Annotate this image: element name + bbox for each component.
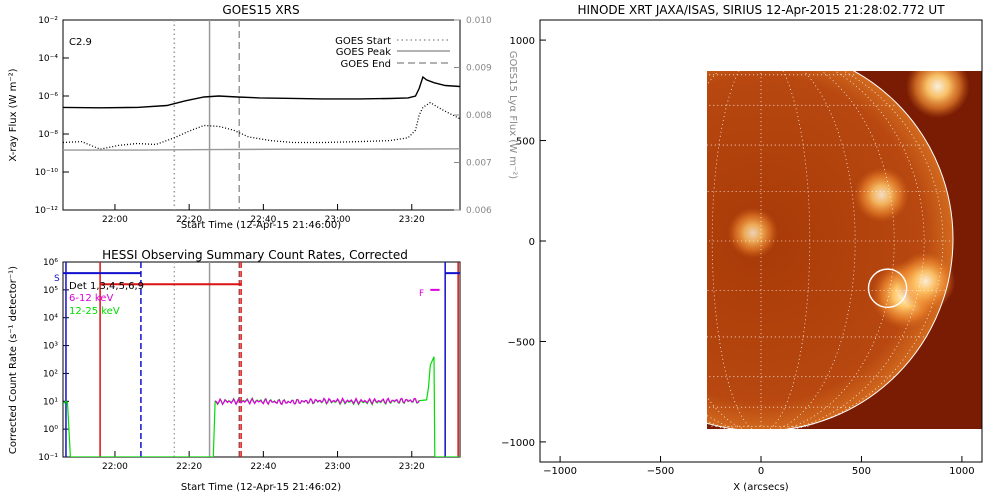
hessi-y-axis: 10⁶ 10⁵ 10⁴ 10³ 10² 10¹ 10⁰ 10⁻¹ (38, 258, 69, 463)
goes-panel: GOES15 XRS 10⁻² 10⁻⁴ 10⁻⁶ 10⁻⁸ 10⁻¹⁰ 10⁻¹² 0.… (8, 3, 518, 231)
goes-y-tick-label: 10⁻¹² (35, 206, 59, 216)
goes-series (63, 75, 460, 151)
goes-legend: GOES Start GOES Peak GOES End (335, 36, 450, 70)
xrt-y-tick-label: 0 (529, 237, 535, 248)
xrt-x-tick-label: 1000 (949, 466, 974, 477)
goes-x-axis: 22:00 22:20 22:40 23:00 23:20 (102, 204, 425, 225)
hessi-y-tick-label: 10⁴ (43, 314, 58, 324)
goes-x-tick-label: 22:20 (176, 215, 202, 225)
goes-y2-tick-label: 0.006 (466, 206, 492, 216)
goes-y-axis: 10⁻² 10⁻⁴ 10⁻⁶ 10⁻⁸ 10⁻¹⁰ 10⁻¹² (35, 16, 69, 216)
hessi-legend-12-25: 12-25 keV (69, 306, 120, 317)
xrt-x-tick-label: 0 (758, 466, 764, 477)
hessi-flag-label-f: F (419, 289, 424, 299)
goes-long-channel-line (63, 75, 460, 109)
goes-plot-frame (62, 19, 461, 211)
goes-annotation: C2.9 (69, 37, 92, 48)
xrt-y-tick-label: −500 (508, 337, 535, 348)
goes-y-tick-label: 10⁻¹⁰ (35, 168, 59, 178)
hessi-y-tick-label: 10⁻¹ (38, 453, 58, 463)
goes-title: GOES15 XRS (222, 3, 299, 17)
xrt-x-tick-label: −500 (647, 466, 674, 477)
goes-y2label: GOES15 Lyα Flux (W m⁻²) (507, 51, 518, 179)
xrt-y-tick-label: 500 (516, 137, 535, 148)
hessi-title: HESSI Observing Summary Count Rates, Cor… (102, 248, 408, 262)
bright-region (727, 207, 779, 259)
hessi-y-tick-label: 10⁵ (43, 286, 58, 296)
hessi-panel: HESSI Observing Summary Count Rates, Cor… (8, 248, 461, 493)
goes-x-tick-label: 22:40 (250, 215, 276, 225)
solar-disk (707, 71, 953, 429)
goes-legend-start: GOES Start (335, 36, 391, 47)
grid-longitude-line (792, 71, 944, 429)
goes-y2-tick-label: 0.008 (466, 111, 492, 121)
hessi-xlabel: Start Time (12-Apr-15 21:46:02) (181, 482, 341, 493)
goes-y-tick-label: 10⁻⁶ (38, 92, 58, 102)
goes-y2-tick-label: 0.009 (466, 64, 492, 74)
bright-region (854, 167, 909, 223)
xrt-panel: HINODE XRT JAXA/ISAS, SIRIUS 12-Apr-2015… (501, 3, 983, 493)
hessi-flags (63, 272, 460, 291)
goes-legend-end: GOES End (341, 59, 391, 70)
goes-y2-tick-label: 0.007 (466, 159, 492, 169)
bright-region (896, 251, 956, 311)
xrt-y-axis: 1000 500 0 −500 −1000 (501, 36, 546, 449)
xrt-image (707, 71, 982, 429)
goes-y-tick-label: 10⁻⁸ (38, 130, 58, 140)
flare-highlight-circle (867, 268, 908, 308)
grid-longitude-line (784, 71, 895, 429)
hessi-y-tick-label: 10⁰ (43, 425, 58, 435)
goes-lyman-alpha-line (63, 148, 460, 151)
grid-longitude-line (789, 71, 925, 429)
goes-ylabel: X-ray Flux (W m⁻²) (8, 68, 19, 161)
goes-x-tick-label: 23:00 (325, 215, 351, 225)
xrt-x-tick-label: −1000 (543, 466, 577, 477)
solar-limb (707, 71, 954, 429)
xrt-x-axis: −1000 −500 0 500 1000 (543, 456, 975, 477)
hessi-event-markers (65, 262, 459, 457)
goes-y2-tick-label: 0.010 (466, 16, 492, 26)
hessi-x-tick-label: 22:20 (176, 462, 202, 472)
hessi-legend-6-12: 6-12 keV (69, 293, 113, 304)
hessi-y-tick-label: 10² (43, 369, 58, 379)
hessi-legend-det: Det 1,3,4,5,6,9 (69, 281, 144, 292)
hessi-y-tick-label: 10¹ (43, 397, 58, 407)
hessi-y-tick-label: 10⁶ (43, 258, 58, 268)
goes-legend-peak: GOES Peak (336, 47, 391, 58)
goes-y2-axis: 0.010 0.009 0.008 0.007 0.006 (454, 16, 492, 216)
bright-region (906, 71, 970, 119)
hessi-legend: Det 1,3,4,5,6,9 6-12 keV 12-25 keV (69, 281, 144, 317)
hessi-x-tick-label: 23:00 (325, 462, 351, 472)
hessi-x-axis: 22:00 22:20 22:40 23:00 23:20 (102, 451, 425, 472)
hessi-x-tick-label: 22:40 (250, 462, 276, 472)
heliographic-grid (707, 71, 953, 429)
hessi-series (63, 356, 460, 457)
hessi-x-tick-label: 22:00 (102, 462, 128, 472)
hessi-12-25kev-line (63, 356, 460, 457)
hessi-ylabel: Corrected Count Rate (s⁻¹ detector⁻¹) (8, 266, 19, 454)
goes-event-markers (173, 20, 240, 210)
xrt-y-tick-label: −1000 (501, 438, 535, 449)
goes-xlabel: Start Time (12-Apr-15 21:46:00) (181, 220, 341, 231)
xrt-x-tick-label: 500 (852, 466, 871, 477)
xrt-title: HINODE XRT JAXA/ISAS, SIRIUS 12-Apr-2015… (577, 3, 945, 17)
xrt-xlabel: X (arcsecs) (733, 482, 789, 493)
goes-y-tick-label: 10⁻² (38, 16, 58, 26)
goes-y-tick-label: 10⁻⁴ (38, 54, 58, 64)
hessi-plot-frame (62, 261, 461, 458)
goes-x-tick-label: 23:20 (399, 215, 425, 225)
goes-short-channel-line (63, 101, 460, 150)
hessi-y-tick-label: 10³ (43, 342, 58, 352)
hessi-x-tick-label: 23:20 (399, 462, 425, 472)
hessi-flag-label-s: S (54, 274, 60, 284)
hessi-6-12kev-line (214, 397, 420, 406)
xrt-y-tick-label: 1000 (510, 36, 535, 47)
goes-x-tick-label: 22:00 (102, 215, 128, 225)
